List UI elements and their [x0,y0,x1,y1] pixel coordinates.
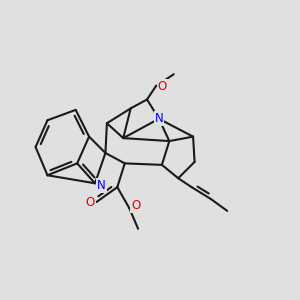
Text: O: O [158,80,167,93]
Text: O: O [131,199,140,212]
Text: N: N [97,179,106,192]
Text: O: O [85,196,94,208]
Text: N: N [154,112,163,125]
